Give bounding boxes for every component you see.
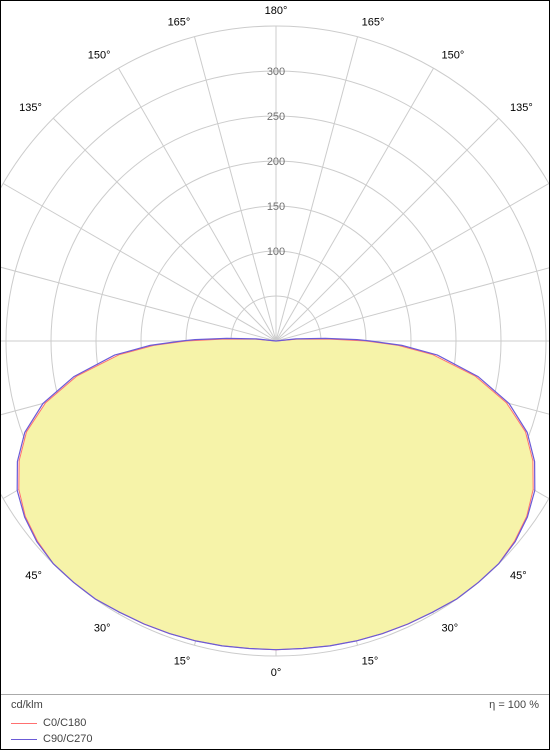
- svg-text:250: 250: [267, 111, 285, 123]
- svg-text:180°: 180°: [265, 5, 288, 17]
- svg-text:0°: 0°: [271, 667, 282, 679]
- svg-text:30°: 30°: [442, 623, 459, 635]
- y-axis-unit: cd/klm: [11, 699, 43, 711]
- svg-text:150: 150: [267, 201, 285, 213]
- polar-chart: 1001502002503000°15°15°30°30°45°45°60°60…: [1, 1, 549, 691]
- svg-text:200: 200: [267, 156, 285, 168]
- svg-text:165°: 165°: [362, 16, 385, 28]
- svg-text:100: 100: [267, 246, 285, 258]
- svg-text:30°: 30°: [94, 623, 111, 635]
- legend-swatch: [11, 739, 37, 740]
- svg-text:300: 300: [267, 66, 285, 78]
- svg-text:165°: 165°: [168, 16, 191, 28]
- chart-footer: cd/klm η = 100 %: [1, 694, 549, 715]
- svg-text:15°: 15°: [362, 656, 379, 668]
- legend-label: C0/C180: [43, 717, 86, 729]
- svg-text:135°: 135°: [510, 102, 533, 114]
- polar-chart-container: 1001502002503000°15°15°30°30°45°45°60°60…: [0, 0, 550, 750]
- svg-text:150°: 150°: [442, 49, 465, 61]
- svg-text:150°: 150°: [88, 49, 111, 61]
- svg-text:45°: 45°: [510, 570, 527, 582]
- svg-text:45°: 45°: [25, 570, 42, 582]
- legend-item: C0/C180: [11, 715, 93, 731]
- svg-text:15°: 15°: [174, 656, 191, 668]
- legend: C0/C180 C90/C270: [11, 715, 93, 747]
- legend-item: C90/C270: [11, 731, 93, 747]
- efficiency-label: η = 100 %: [489, 699, 539, 711]
- legend-label: C90/C270: [43, 733, 93, 745]
- legend-swatch: [11, 723, 37, 724]
- svg-text:135°: 135°: [19, 102, 42, 114]
